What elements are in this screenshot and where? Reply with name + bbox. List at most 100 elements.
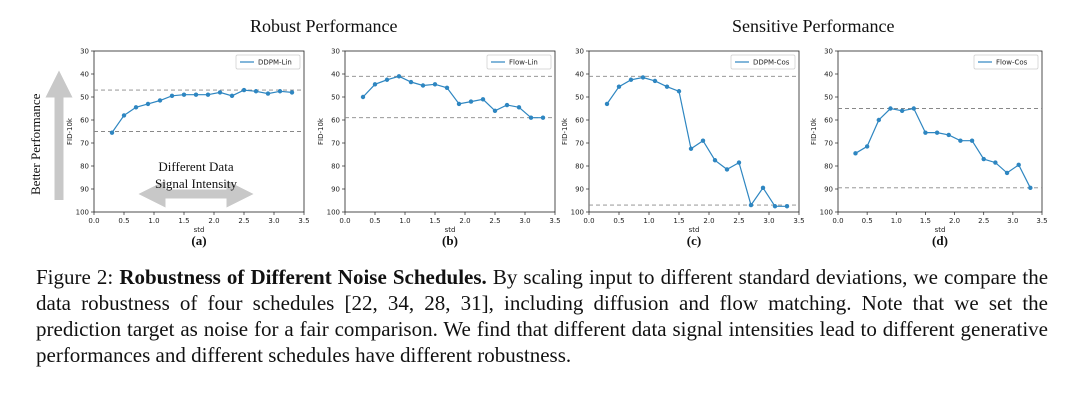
- legend-label: DDPM-Cos: [753, 59, 790, 67]
- data-point: [241, 87, 247, 93]
- data-point: [923, 130, 928, 135]
- data-point: [229, 93, 235, 99]
- data-point: [664, 84, 670, 89]
- x-tick-label: 0.0: [339, 217, 350, 225]
- panel-sublabel: (a): [191, 233, 206, 248]
- plot-frame: [344, 50, 556, 213]
- y-tick-label: 100: [327, 209, 340, 217]
- y-tick-label: 70: [824, 140, 833, 148]
- y-tick-label: 30: [575, 48, 584, 56]
- data-point: [181, 92, 187, 97]
- data-point: [604, 101, 610, 107]
- data-point: [109, 130, 115, 135]
- data-point: [265, 91, 271, 96]
- x-tick-label: 2.5: [733, 217, 744, 225]
- y-tick-label: 40: [824, 71, 833, 79]
- robust-performance-title: Robust Performance: [250, 16, 398, 36]
- chart-2: 0.0 0.5 1.0 1.5 2.0 2.5 3.0 3.5 30 40 50 60 70 80 90 10…: [561, 48, 805, 249]
- y-tick-label: 70: [575, 140, 584, 148]
- series-line: [362, 75, 543, 119]
- data-point: [958, 138, 963, 143]
- data-point: [516, 105, 522, 110]
- x-tick-label: 3.5: [549, 217, 560, 225]
- y-tick-label: 50: [575, 94, 584, 102]
- y-tick-label: 90: [824, 186, 833, 194]
- legend-label: Flow-Lin: [509, 59, 538, 67]
- panel-sublabel: (d): [932, 233, 948, 248]
- x-tick-label: 2.0: [208, 217, 219, 225]
- panel-sublabel: (b): [442, 233, 458, 248]
- y-tick-label: 50: [331, 94, 340, 102]
- data-point: [993, 160, 998, 165]
- data-point: [157, 98, 163, 103]
- data-point: [712, 158, 718, 163]
- x-tick-label: 2.0: [459, 217, 470, 225]
- plot-frame: [837, 50, 1043, 213]
- data-point: [864, 144, 870, 149]
- x-tick-label: 0.5: [118, 217, 129, 225]
- y-tick-label: 60: [575, 117, 584, 125]
- y-tick-label: 80: [331, 163, 340, 171]
- y-tick-label: 70: [331, 140, 340, 148]
- x-tick-label: 2.0: [703, 217, 714, 225]
- data-point: [853, 151, 858, 156]
- figure-caption: Figure 2: Robustness of Different Noise …: [36, 264, 1048, 368]
- legend-label: DDPM-Lin: [258, 59, 292, 67]
- data-point: [540, 115, 546, 120]
- x-tick-label: 1.0: [891, 217, 902, 225]
- data-point: [169, 93, 175, 99]
- y-tick-label: 90: [331, 186, 340, 194]
- series-line: [111, 89, 293, 133]
- legend-box: [730, 54, 796, 70]
- legend-label: Flow-Cos: [996, 59, 1028, 67]
- better-performance-label: Better Performance: [28, 93, 43, 195]
- data-point: [360, 94, 366, 100]
- data-point: [652, 78, 658, 84]
- x-tick-label: 1.5: [178, 217, 189, 225]
- y-tick-label: 60: [80, 117, 89, 125]
- data-point: [480, 97, 486, 102]
- x-tick-label: 2.0: [949, 217, 960, 225]
- data-point: [676, 89, 682, 94]
- chart-3: 0.0 0.5 1.0 1.5 2.0 2.5 3.0 3.5 30 40 50 60 70 80 90 10…: [810, 48, 1048, 249]
- x-tick-label: 1.0: [399, 217, 410, 225]
- legend-box: [235, 54, 301, 70]
- data-point: [420, 83, 426, 88]
- data-point: [616, 84, 622, 89]
- y-axis-label: FID-10k: [810, 117, 818, 145]
- data-point: [205, 92, 211, 97]
- data-point: [468, 99, 474, 104]
- data-point: [784, 204, 790, 209]
- data-point: [528, 115, 534, 120]
- y-tick-label: 50: [824, 94, 833, 102]
- y-axis-label: FID-10k: [66, 117, 74, 145]
- data-point: [911, 106, 916, 111]
- data-point: [504, 102, 510, 108]
- x-tick-label: 1.5: [429, 217, 440, 225]
- data-point: [736, 160, 742, 165]
- data-point: [969, 138, 975, 143]
- y-tick-label: 40: [331, 71, 340, 79]
- y-tick-label: 70: [80, 140, 89, 148]
- data-point: [372, 82, 378, 87]
- legend-box: [973, 54, 1039, 70]
- data-point: [946, 132, 951, 138]
- x-tick-label: 3.5: [1036, 217, 1047, 225]
- data-point: [217, 90, 223, 95]
- x-tick-label: 0.5: [369, 217, 380, 225]
- y-axis-label: FID-10k: [561, 117, 569, 145]
- x-tick-label: 2.5: [489, 217, 500, 225]
- y-tick-label: 30: [80, 48, 89, 56]
- y-tick-label: 80: [80, 163, 89, 171]
- data-point: [628, 77, 634, 82]
- series-line: [606, 76, 787, 207]
- y-tick-label: 60: [824, 117, 833, 125]
- x-tick-label: 3.0: [268, 217, 279, 225]
- x-tick-label: 3.0: [1007, 217, 1018, 225]
- data-point: [934, 130, 940, 135]
- caption-text: By scaling input to different standard d…: [36, 265, 1049, 367]
- x-tick-label: 2.5: [978, 217, 989, 225]
- y-axis-label: FID-10k: [317, 117, 325, 145]
- x-tick-label: 0.5: [613, 217, 624, 225]
- data-point: [492, 108, 498, 114]
